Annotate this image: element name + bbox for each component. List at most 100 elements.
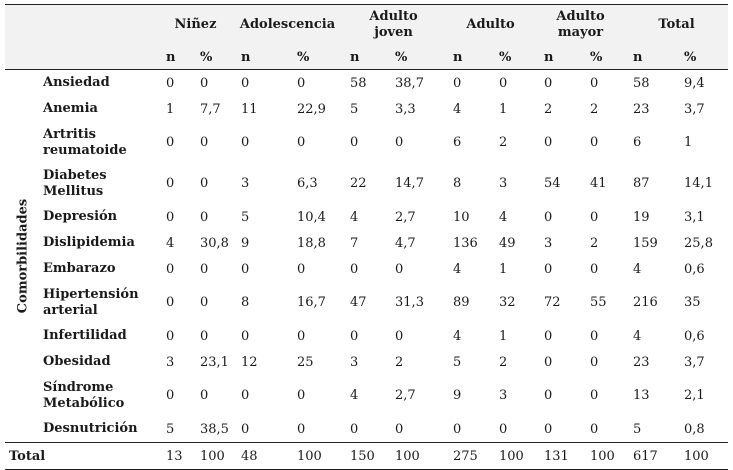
cell-n: 58 [350, 75, 367, 91]
cell-percent: 0 [297, 421, 306, 437]
row-label: Dislipidemia [43, 235, 135, 250]
comorbidities-table: Niñez Adolescencia Adulto joven Adulto Ad… [5, 4, 729, 470]
row-label: Síndrome Metabólico [43, 379, 125, 411]
cell-n: 0 [241, 261, 250, 277]
cell-n: 0 [544, 135, 553, 150]
cell-percent: 3,3 [395, 101, 416, 117]
table-row: Desnutrición 5 38,5 0 0 0 0 0 0 0 0 5 0,8 [5, 416, 728, 443]
cell-percent: 0 [395, 421, 404, 437]
cell-percent: 25,8 [684, 235, 713, 251]
cell-percent: 2,1 [684, 388, 705, 403]
cell-n: 0 [544, 209, 553, 225]
cell-percent: 55 [590, 295, 607, 310]
cell-n: 0 [544, 354, 553, 370]
cell-n: 0 [166, 295, 175, 310]
cell-percent: 0 [590, 328, 599, 344]
sub-header-n: n [625, 45, 677, 70]
side-label: Comorbilidades [15, 198, 31, 314]
cell-n: 4 [453, 261, 462, 277]
table-row: Hipertensión arterial 0 0 8 16,7 47 31,3 89 32 72 5… [5, 282, 728, 323]
cell-percent: 0 [499, 75, 508, 91]
sub-header-percent: % [582, 45, 626, 70]
total-cell-n: 617 [625, 442, 677, 470]
group-header-text: Adulto mayor [556, 9, 605, 40]
cell-percent: 1 [684, 135, 693, 150]
cell-n: 87 [633, 176, 650, 191]
cell-percent: 3,7 [684, 354, 705, 370]
header-corner [5, 4, 41, 45]
cell-n: 6 [453, 135, 462, 150]
cell-percent: 10,4 [297, 209, 326, 225]
cell-percent: 0 [200, 75, 209, 91]
cell-percent: 0,6 [684, 261, 705, 277]
total-cell-percent: 100 [491, 442, 537, 470]
cell-percent: 0 [590, 135, 599, 150]
cell-percent: 18,8 [297, 235, 326, 251]
cell-n: 0 [241, 421, 250, 437]
cell-n: 0 [241, 328, 250, 344]
cell-n: 0 [241, 135, 250, 150]
cell-percent: 31,3 [395, 295, 424, 310]
cell-n: 216 [633, 295, 658, 310]
cell-percent: 0 [395, 135, 404, 150]
total-cell-percent: 100 [387, 442, 446, 470]
cell-n: 58 [633, 75, 650, 91]
cell-percent: 0 [590, 421, 599, 437]
sub-header-percent: % [491, 45, 537, 70]
cell-percent: 23,1 [200, 354, 229, 370]
cell-n: 5 [166, 421, 175, 437]
cell-percent: 0 [200, 388, 209, 403]
cell-percent: 14,7 [395, 176, 424, 191]
table-row: Artritis reumatoide 0 0 0 0 0 0 6 2 0 0 6 1 [5, 122, 728, 163]
cell-percent: 0 [395, 261, 404, 277]
cell-n: 23 [633, 354, 650, 370]
cell-n: 0 [241, 75, 250, 91]
total-cell-n: 275 [445, 442, 492, 470]
cell-percent: 0 [200, 135, 209, 150]
row-label: Embarazo [43, 261, 116, 276]
sub-header-n: n [536, 45, 583, 70]
cell-n: 0 [241, 388, 250, 403]
sub-header-row: n% n% n% n% n% n% [5, 45, 729, 70]
cell-n: 54 [544, 176, 561, 191]
cell-percent: 2 [590, 235, 599, 251]
cell-n: 136 [453, 235, 478, 251]
cell-percent: 0 [590, 354, 599, 370]
cell-percent: 6,3 [297, 176, 318, 191]
cell-n: 9 [241, 235, 250, 251]
side-label-cell: Comorbilidades [5, 70, 41, 443]
cell-n: 0 [350, 421, 359, 437]
total-cell-percent: 100 [289, 442, 343, 470]
sub-header-blank [5, 45, 41, 70]
cell-n: 5 [241, 209, 250, 225]
total-row: Total 13 100 48 100 150 100 275 100 131 100 617 100 [5, 442, 729, 470]
cell-percent: 1 [499, 328, 508, 344]
cell-percent: 0 [200, 176, 209, 191]
row-label: Anemia [43, 101, 98, 116]
cell-percent: 3 [499, 176, 508, 191]
cell-percent: 0 [297, 135, 306, 150]
cell-n: 0 [166, 209, 175, 225]
cell-percent: 2 [590, 101, 599, 117]
cell-percent: 2 [499, 354, 508, 370]
cell-n: 5 [633, 421, 642, 437]
total-label: Total [5, 442, 158, 470]
cell-n: 13 [633, 388, 650, 403]
cell-percent: 0 [200, 328, 209, 344]
cell-n: 8 [453, 176, 462, 191]
table-row: Infertilidad 0 0 0 0 0 0 4 1 0 0 4 0,6 [5, 323, 728, 349]
cell-percent: 2,7 [395, 209, 416, 225]
table-row: Embarazo 0 0 0 0 0 0 4 1 0 0 4 0,6 [5, 256, 728, 282]
cell-n: 3 [166, 354, 175, 370]
cell-n: 0 [350, 135, 359, 150]
cell-n: 5 [453, 354, 462, 370]
table-row: Comorbilidades Ansiedad 0 0 0 0 58 38,7 0 0 0 0 58 9,… [5, 70, 728, 313]
cell-percent: 2 [395, 354, 404, 370]
table-row: Obesidad 3 23,1 12 25 3 2 5 2 0 0 23 3,7 [5, 349, 728, 375]
total-cell-percent: 100 [582, 442, 626, 470]
cell-percent: 4 [499, 209, 508, 225]
header-corner-label [41, 4, 158, 45]
group-header: Adolescencia [233, 4, 343, 45]
total-cell-n: 131 [536, 442, 583, 470]
